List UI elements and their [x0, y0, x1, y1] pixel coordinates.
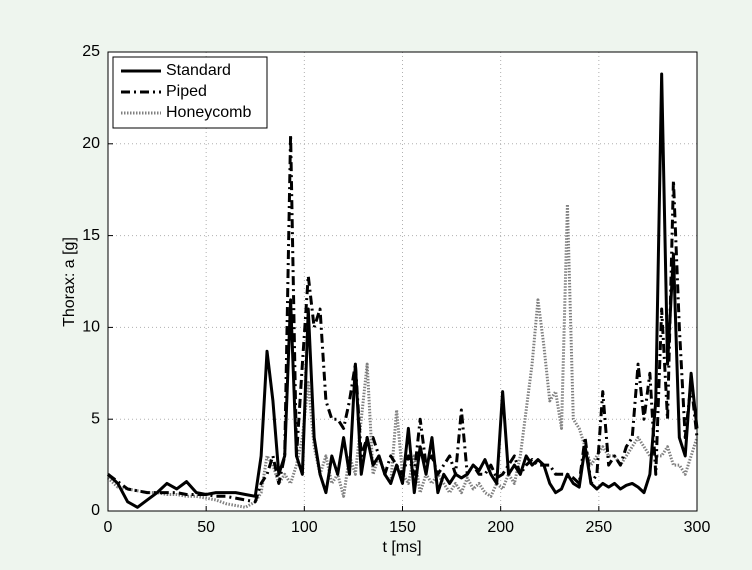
x-tick-label: 250 — [585, 519, 612, 536]
data-line — [107, 133, 699, 504]
legend-label: Honeycomb — [166, 104, 251, 121]
x-tick-label: 0 — [104, 519, 113, 536]
x-tick-label: 300 — [684, 519, 711, 536]
data-line — [106, 72, 699, 509]
legend: Standard Piped Honeycomb — [112, 56, 268, 129]
y-tick-label: 5 — [91, 410, 100, 427]
y-tick-label: 0 — [91, 502, 100, 519]
y-tick-label: 25 — [82, 43, 100, 60]
x-tick-label: 150 — [389, 519, 416, 536]
x-tick-label: 100 — [291, 519, 318, 536]
y-axis-label: Thorax: a [g] — [61, 237, 78, 327]
x-axis-label: t [ms] — [382, 539, 421, 556]
plot-frame — [107, 51, 698, 512]
x-tick-label: 200 — [487, 519, 514, 536]
y-tick-label: 10 — [82, 319, 100, 336]
legend-label: Piped — [166, 83, 207, 100]
legend-label: Standard — [166, 62, 231, 79]
legend-box — [112, 56, 268, 129]
x-tick-label: 50 — [197, 519, 215, 536]
y-tick-label: 20 — [82, 135, 100, 152]
y-tick-label: 15 — [82, 227, 100, 244]
